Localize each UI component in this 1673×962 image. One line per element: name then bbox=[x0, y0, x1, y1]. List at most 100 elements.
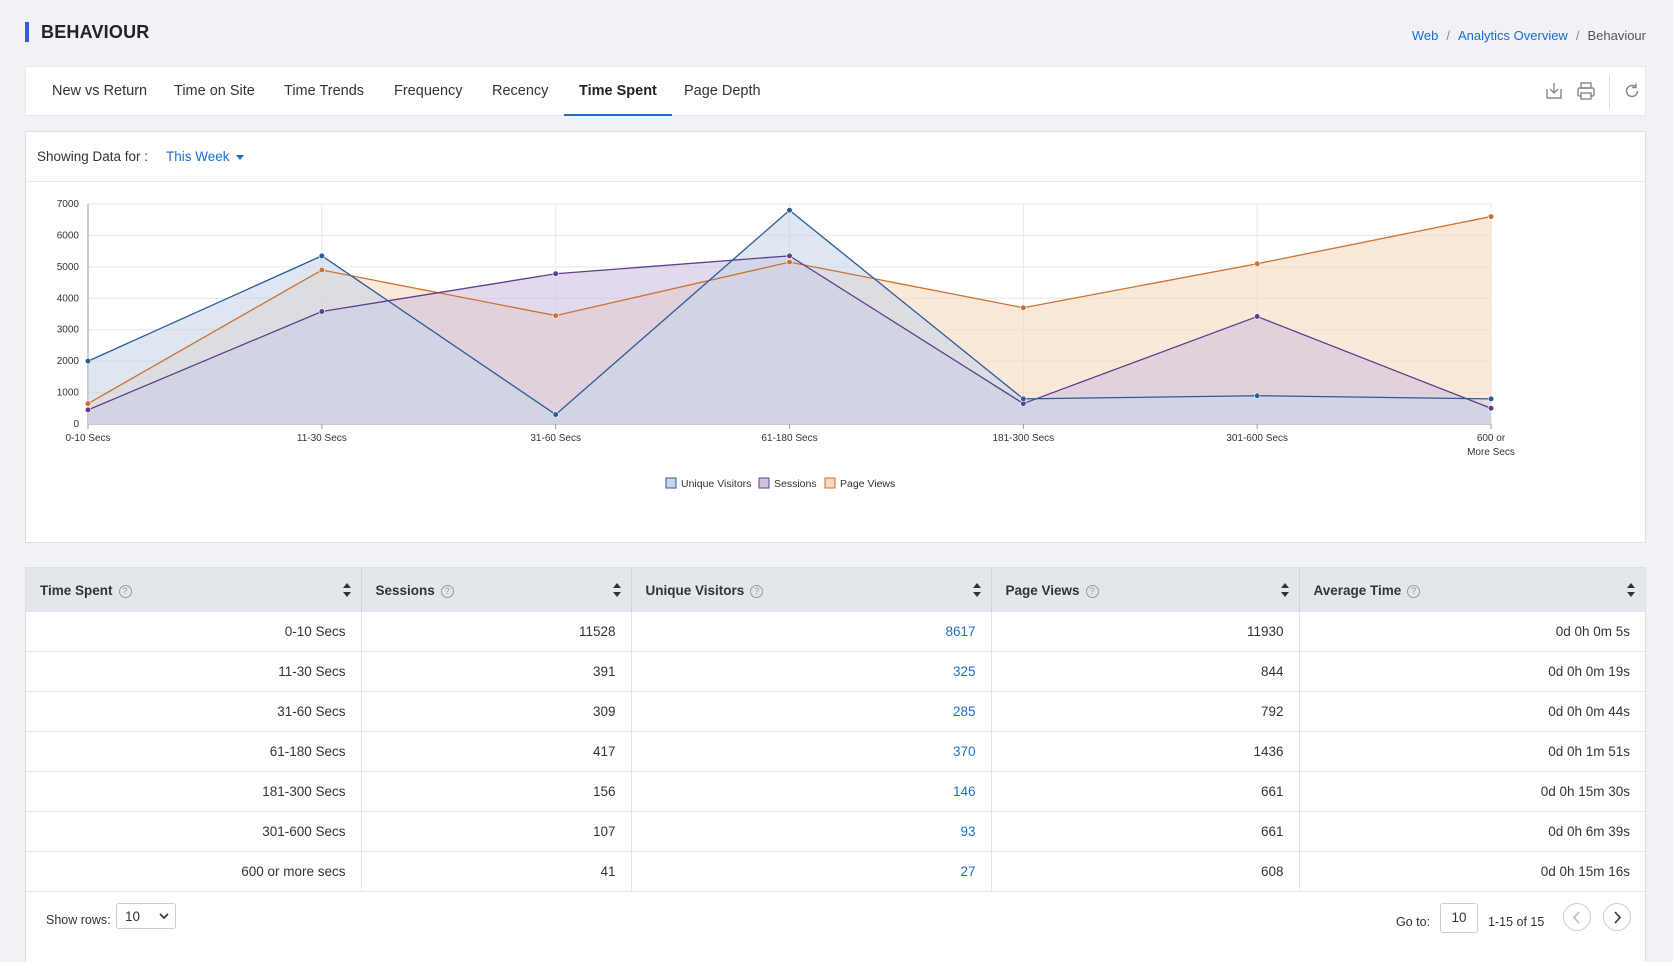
cell-time-spent: 61-180 Secs bbox=[26, 731, 362, 772]
print-icon[interactable] bbox=[1575, 80, 1597, 102]
unique-visitors-link[interactable]: 325 bbox=[952, 664, 976, 679]
caret-down-icon bbox=[235, 154, 244, 160]
cell-sessions: 11528 bbox=[361, 612, 632, 652]
legend-label-unique-visitors: Unique Visitors bbox=[681, 478, 751, 490]
cell-unique-visitors: 93 bbox=[631, 811, 992, 852]
unique-visitors-point bbox=[1020, 395, 1027, 402]
cell-sessions: 391 bbox=[361, 651, 632, 692]
time-spent-area-chart: 0 1000 2000 3000 4000 5000 6000 7000 0-10 Secs 11… bbox=[57, 199, 1515, 490]
page-header: BEHAVIOUR Web / Analytics Overview / Behavio… bbox=[25, 0, 1646, 62]
date-range-value: This Week bbox=[166, 149, 230, 164]
unique-visitors-link[interactable]: 93 bbox=[960, 824, 976, 839]
table-row: 61-180 Secs 417 370 1436 0d 0h 1m 51s bbox=[26, 731, 1645, 772]
cell-average-time: 0d 0h 0m 44s bbox=[1299, 691, 1645, 732]
y-tick-label: 0 bbox=[73, 419, 79, 430]
cell-time-spent: 181-300 Secs bbox=[26, 771, 362, 812]
help-icon[interactable]: ? bbox=[118, 584, 132, 598]
cell-unique-visitors: 285 bbox=[631, 691, 992, 732]
unique-visitors-point bbox=[552, 411, 559, 418]
page-views-point bbox=[318, 266, 325, 274]
filter-row: Showing Data for : This Week bbox=[26, 132, 1645, 182]
goto-label: Go to: bbox=[1396, 915, 1431, 929]
x-tick-label: 31-60 Secs bbox=[530, 433, 581, 444]
sort-icon[interactable] bbox=[1627, 583, 1635, 597]
table-row: 31-60 Secs 309 285 792 0d 0h 0m 44s bbox=[26, 691, 1645, 732]
y-tick-label: 1000 bbox=[57, 388, 80, 399]
cell-sessions: 41 bbox=[361, 851, 632, 892]
cell-page-views: 661 bbox=[991, 811, 1300, 852]
tab-time-spent[interactable]: Time Spent bbox=[564, 67, 672, 116]
breadcrumb-separator: / bbox=[1575, 28, 1580, 43]
next-page-button[interactable] bbox=[1603, 903, 1631, 931]
column-header-unique-visitors[interactable]: Unique Visitors? bbox=[631, 568, 992, 612]
show-rows-label: Show rows: bbox=[46, 913, 111, 927]
breadcrumb-web[interactable]: Web bbox=[1411, 28, 1439, 43]
column-header-sessions[interactable]: Sessions? bbox=[361, 568, 632, 612]
tab-page-depth[interactable]: Page Depth bbox=[684, 83, 761, 99]
y-tick-label: 5000 bbox=[57, 262, 80, 273]
column-header-page-views[interactable]: Page Views? bbox=[991, 568, 1300, 612]
y-tick-label: 6000 bbox=[57, 230, 80, 241]
column-header-label: Average Time bbox=[1313, 582, 1402, 598]
page-views-point bbox=[1487, 213, 1495, 220]
sort-icon[interactable] bbox=[342, 583, 351, 597]
unique-visitors-point bbox=[1487, 395, 1495, 402]
page-views-point bbox=[786, 259, 793, 266]
tabs-bar: New vs Return Time on Site Time Trends F… bbox=[25, 66, 1646, 116]
x-tick-label: 181-300 Secs bbox=[992, 433, 1054, 444]
column-header-average-time[interactable]: Average Time? bbox=[1299, 568, 1645, 612]
help-icon[interactable]: ? bbox=[440, 584, 454, 598]
goto-page-input[interactable]: 10 bbox=[1440, 903, 1478, 933]
sort-icon[interactable] bbox=[612, 583, 621, 597]
cell-unique-visitors: 325 bbox=[631, 651, 992, 692]
tab-recency[interactable]: Recency bbox=[492, 83, 549, 99]
chevron-right-icon bbox=[1614, 911, 1622, 924]
breadcrumb-analytics-overview[interactable]: Analytics Overview bbox=[1458, 28, 1568, 43]
help-icon[interactable]: ? bbox=[1407, 584, 1421, 598]
tab-new-vs-return[interactable]: New vs Return bbox=[52, 83, 148, 99]
table-row: 181-300 Secs 156 146 661 0d 0h 15m 30s bbox=[26, 771, 1645, 812]
page-range-text: 1-15 of 15 bbox=[1488, 915, 1545, 929]
table-header-row: Time Spent? Sessions? Unique Visitors? Page… bbox=[26, 568, 1645, 612]
breadcrumb: Web / Analytics Overview / Behaviour bbox=[1412, 28, 1646, 43]
column-header-time-spent[interactable]: Time Spent? bbox=[26, 568, 362, 612]
rows-per-page-select[interactable]: 10 bbox=[116, 903, 176, 929]
time-spent-table-card: Time Spent? Sessions? Unique Visitors? Page… bbox=[25, 567, 1646, 962]
unique-visitors-link[interactable]: 146 bbox=[952, 784, 976, 799]
download-icon[interactable] bbox=[1543, 80, 1565, 102]
breadcrumb-current: Behaviour bbox=[1587, 28, 1646, 43]
unique-visitors-link[interactable]: 285 bbox=[952, 704, 976, 719]
sessions-point bbox=[552, 270, 559, 277]
help-icon[interactable]: ? bbox=[1085, 584, 1099, 598]
tab-time-on-site[interactable]: Time on Site bbox=[174, 83, 255, 99]
refresh-icon[interactable] bbox=[1621, 80, 1643, 102]
page-views-point bbox=[1020, 304, 1027, 311]
sort-icon[interactable] bbox=[972, 583, 981, 597]
table-row: 301-600 Secs 107 93 661 0d 0h 6m 39s bbox=[26, 811, 1645, 852]
unique-visitors-link[interactable]: 27 bbox=[960, 864, 976, 879]
cell-page-views: 11930 bbox=[991, 612, 1300, 652]
previous-page-button[interactable] bbox=[1563, 903, 1591, 931]
unique-visitors-link[interactable]: 370 bbox=[952, 744, 976, 759]
tab-time-trends[interactable]: Time Trends bbox=[284, 83, 365, 99]
chevron-left-icon bbox=[1572, 911, 1580, 924]
page-views-point bbox=[1254, 260, 1261, 267]
tab-frequency[interactable]: Frequency bbox=[394, 83, 463, 99]
date-range-dropdown[interactable]: This Week bbox=[166, 149, 244, 164]
cell-average-time: 0d 0h 15m 16s bbox=[1299, 851, 1645, 892]
legend-swatch-sessions bbox=[758, 477, 770, 489]
breadcrumb-separator: / bbox=[1446, 28, 1451, 43]
page-title: BEHAVIOUR bbox=[25, 22, 149, 42]
time-spent-table: Time Spent? Sessions? Unique Visitors? Page… bbox=[26, 568, 1645, 892]
cell-page-views: 844 bbox=[991, 651, 1300, 692]
y-tick-label: 2000 bbox=[57, 356, 80, 367]
cell-time-spent: 0-10 Secs bbox=[26, 612, 362, 652]
unique-visitors-link[interactable]: 8617 bbox=[945, 624, 976, 639]
cell-average-time: 0d 0h 1m 51s bbox=[1299, 731, 1645, 772]
cell-average-time: 0d 0h 0m 5s bbox=[1299, 612, 1645, 652]
chevron-down-icon bbox=[159, 913, 169, 920]
help-icon[interactable]: ? bbox=[750, 584, 764, 598]
toolbar-divider bbox=[1609, 75, 1610, 109]
sort-icon[interactable] bbox=[1280, 583, 1289, 597]
unique-visitors-point bbox=[786, 207, 793, 214]
